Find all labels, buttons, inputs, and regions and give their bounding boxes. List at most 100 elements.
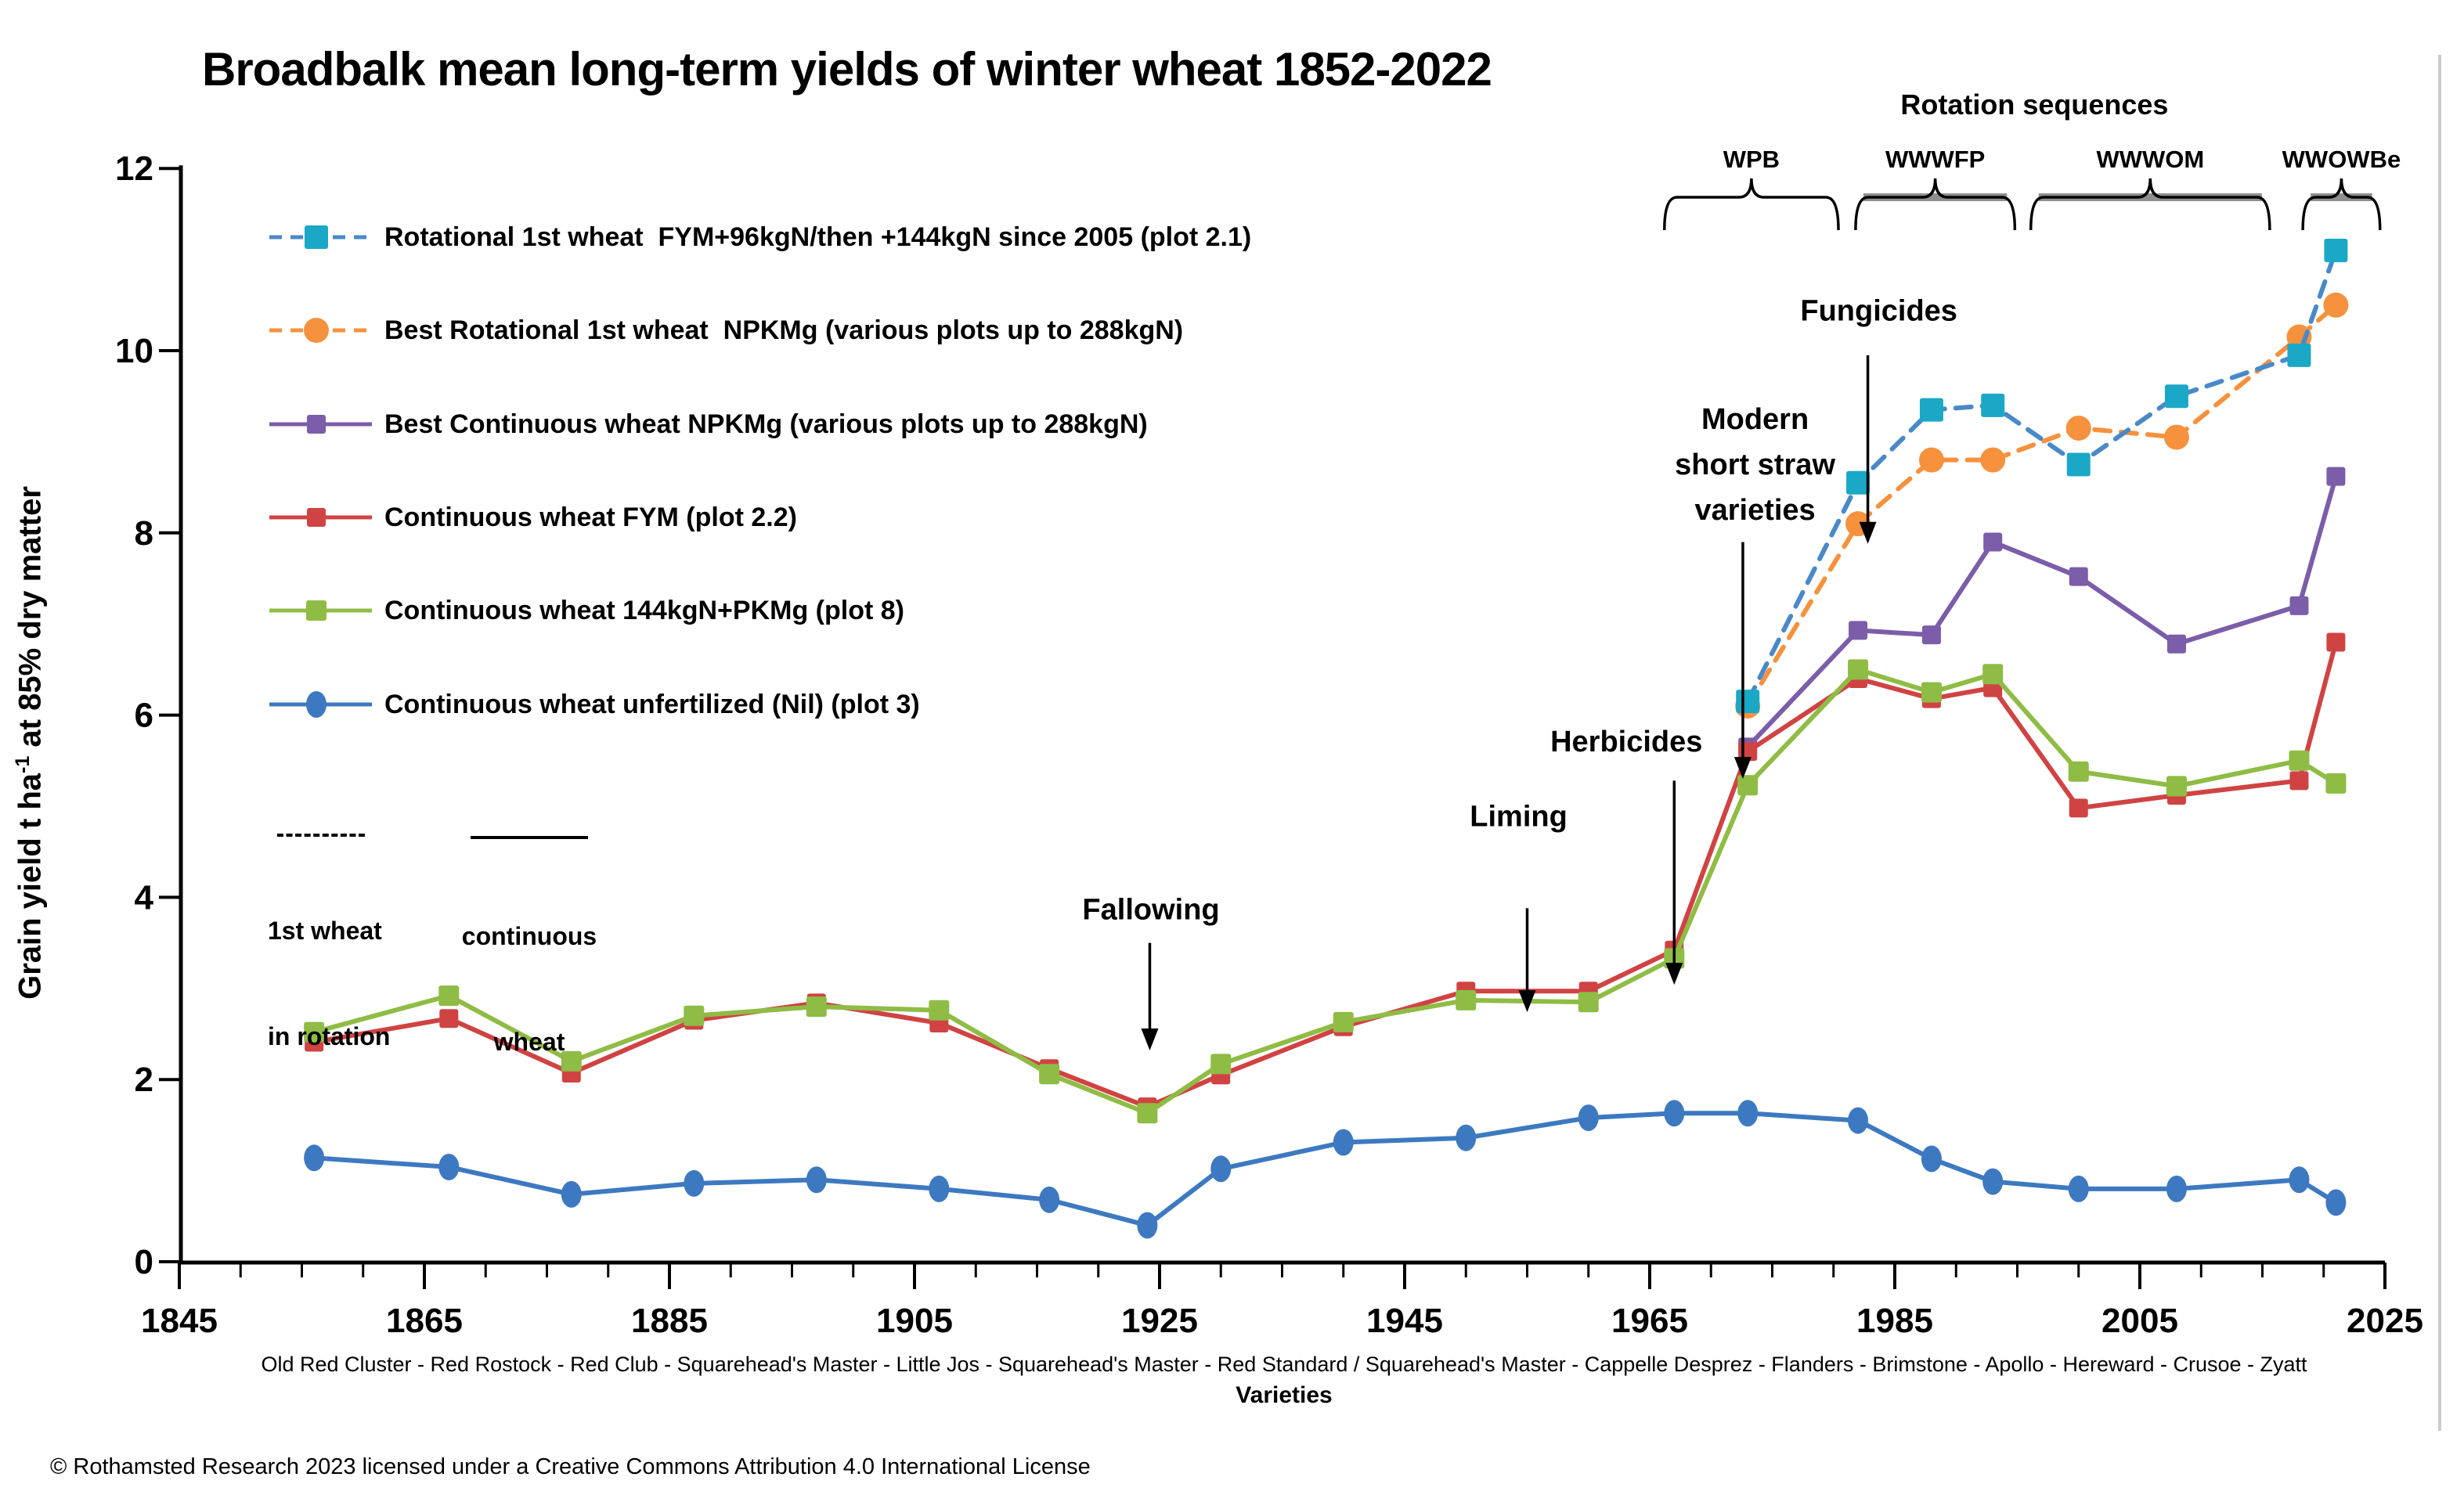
series-best_cont-marker	[1849, 621, 1868, 640]
rotation-brace-WPB	[1663, 178, 1840, 231]
annotation-modern-short-straw-varieties-label: varieties	[1694, 494, 1815, 527]
annotation-liming-arrowhead	[1518, 990, 1536, 1013]
series-best_rot-marker	[1980, 447, 2006, 473]
rotation-sequences-title: Rotation sequences	[1900, 88, 2168, 121]
x-tick-label: 1885	[631, 1302, 708, 1340]
solid-line-sample	[471, 836, 588, 839]
series-cont_n144-marker	[2325, 773, 2347, 794]
series-cont_n144-marker	[1921, 682, 1942, 703]
annotation-fungicides-arrowhead	[1859, 521, 1877, 544]
series-best_cont-marker	[2289, 596, 2309, 615]
x-tick-label: 1845	[141, 1302, 218, 1340]
series-nil-marker	[1921, 1145, 1942, 1173]
y-tick-label: 6	[135, 697, 153, 735]
series-nil-marker	[2068, 1175, 2089, 1202]
x-tick-label: 1965	[1611, 1302, 1688, 1340]
series-nil-marker	[1848, 1107, 1869, 1134]
annotation-modern-short-straw-varieties-label: short straw	[1675, 448, 1835, 481]
x-tick-label: 2005	[2101, 1302, 2178, 1340]
series-best_rot-line	[1745, 302, 2339, 708]
rotation-brace-WWWFP	[1854, 178, 2017, 231]
y-tick-label: 4	[135, 878, 154, 917]
x-tick-label: 1905	[876, 1302, 953, 1340]
series-rot_fym-marker	[2164, 384, 2188, 409]
series-rot_fym-marker	[2324, 238, 2348, 262]
series-cont_fym-line	[312, 639, 2339, 1110]
series-cont_n144-marker	[2289, 750, 2310, 771]
series-cont_n144-marker	[929, 1000, 950, 1021]
annotation-modern-short-straw-varieties-arrowhead	[1733, 757, 1751, 780]
series-best_rot-marker	[2163, 424, 2189, 450]
series-nil-marker	[2289, 1166, 2310, 1194]
annotation-fungicides-label: Fungicides	[1800, 295, 1957, 328]
series-cont_n144-marker	[2166, 776, 2187, 797]
y-tick-label: 12	[115, 150, 153, 188]
series-nil-marker	[438, 1153, 460, 1180]
series-cont_fym-marker	[2326, 632, 2346, 652]
annotation-fallowing-arrowhead	[1141, 1028, 1159, 1050]
x-tick-label: 1925	[1121, 1302, 1198, 1340]
series-nil-marker	[806, 1166, 827, 1194]
rotation-group-label-WWOWBe: WWOWBe	[2282, 146, 2401, 173]
rotation-group-label-WPB: WPB	[1723, 146, 1780, 173]
series-best_cont-marker	[2326, 467, 2346, 486]
legend-key-rotation-line1: 1st wheat	[268, 917, 382, 945]
annotation-fallowing-label: Fallowing	[1082, 893, 1219, 926]
series-cont_n144-marker	[1039, 1064, 1060, 1085]
legend-key-continuous-line1: continuous	[461, 922, 597, 950]
series-best_cont-marker	[1921, 625, 1941, 645]
series-nil-marker	[1210, 1155, 1232, 1183]
legend-key-continuous-line2: wheat	[493, 1028, 565, 1056]
y-tick-label: 0	[135, 1243, 153, 1281]
series-cont_n144-marker	[1737, 775, 1759, 796]
annotation-herbicides-arrowhead	[1665, 963, 1683, 985]
rotation-group-label-WWWOM: WWWOM	[2096, 146, 2204, 173]
series-cont_fym-marker	[439, 1009, 459, 1028]
series-nil-marker	[2325, 1189, 2347, 1216]
copyright-notice: © Rothamsted Research 2023 licensed unde…	[50, 1454, 1091, 1479]
series-cont_n144-marker	[1210, 1054, 1232, 1075]
legend-key-continuous: continuous wheat	[459, 766, 600, 1095]
series-cont_n144-marker	[1456, 989, 1477, 1010]
series-nil-marker	[1039, 1186, 1060, 1213]
series-cont_n144-marker	[1578, 992, 1599, 1013]
rotation-group-label-WWWFP: WWWFP	[1885, 146, 1985, 173]
series-best_rot-marker	[2323, 292, 2349, 318]
series-rot_fym-marker	[1919, 398, 1943, 422]
series-nil-marker	[304, 1144, 325, 1172]
series-cont_n144-marker	[1137, 1103, 1158, 1124]
series-nil-marker	[2166, 1175, 2187, 1202]
x-axis-title: Varieties	[1236, 1382, 1333, 1408]
series-rot_fym-marker	[1846, 470, 1871, 495]
series-best_cont-marker	[2166, 634, 2186, 654]
series-nil-marker	[1578, 1104, 1599, 1132]
series-best_cont-marker	[1983, 532, 2003, 552]
rotation-brace-WWOWBe	[2301, 178, 2382, 231]
series-nil-marker	[1137, 1212, 1158, 1239]
y-tick-label: 10	[115, 332, 153, 370]
series-cont_n144-marker	[561, 1050, 582, 1072]
x-tick-label: 1985	[1856, 1302, 1933, 1340]
series-cont_n144-marker	[1848, 659, 1869, 680]
series-cont_n144-marker	[1982, 664, 2004, 685]
series-best_rot-marker	[1918, 447, 1944, 473]
chart-title: Broadbalk mean long-term yields of winte…	[202, 43, 1492, 95]
series-cont_n144-marker	[684, 1005, 705, 1026]
annotation-modern-short-straw-varieties-label: Modern	[1701, 403, 1809, 436]
series-nil-marker	[561, 1180, 582, 1208]
series-best_cont-marker	[2069, 567, 2088, 586]
series-nil-marker	[684, 1169, 705, 1197]
series-cont_fym-marker	[2069, 798, 2088, 818]
series-nil-marker	[1456, 1124, 1477, 1151]
x-tick-label: 2025	[2347, 1302, 2423, 1340]
series-cont_n144-marker	[2068, 761, 2089, 782]
legend-key-rotation: 1st wheat in rotation	[268, 763, 390, 1090]
series-rot_fym-marker	[2287, 343, 2311, 367]
annotation-liming-label: Liming	[1470, 801, 1568, 834]
series-nil-marker	[1982, 1168, 2004, 1195]
series-cont_n144-marker	[1333, 1011, 1354, 1032]
series-best_rot-marker	[2065, 415, 2091, 441]
series-nil-line	[312, 1111, 2339, 1228]
series-rot_fym-line	[1745, 247, 2339, 704]
